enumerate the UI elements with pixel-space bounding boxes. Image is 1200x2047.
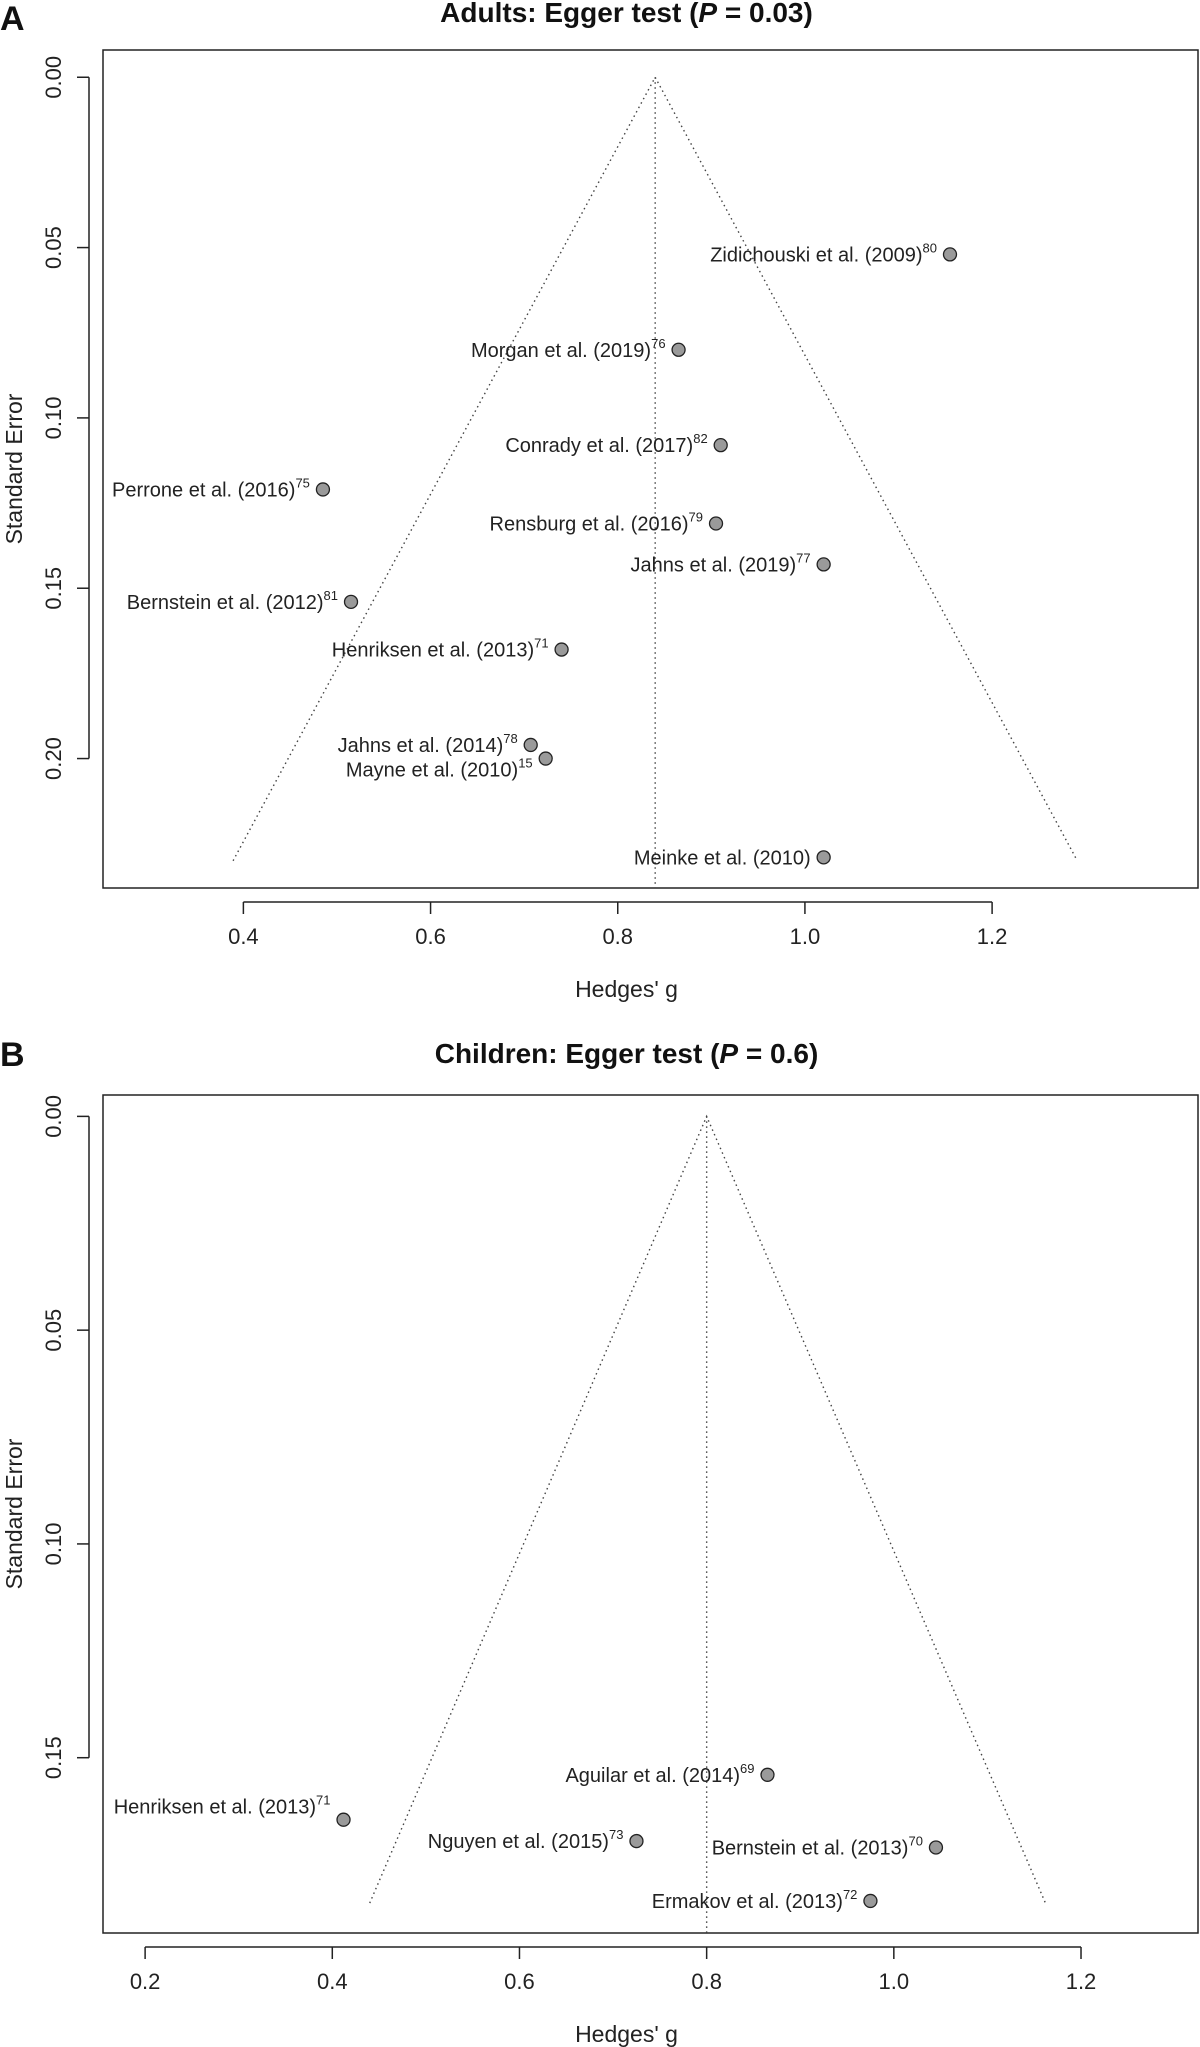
y-tick-label: 0.15 — [41, 567, 66, 610]
panel-letter: B — [0, 1036, 25, 1074]
x-tick-label: 0.4 — [228, 924, 259, 949]
study-label: Perrone et al. (2016)75 — [112, 475, 310, 501]
study-label: Jahns et al. (2019)77 — [631, 550, 811, 576]
y-axis: 0.00 0.05 0.10 0.15 — [41, 1095, 90, 1779]
x-tick-label: 0.8 — [691, 1969, 722, 1994]
study-point — [760, 1767, 775, 1782]
study-point — [708, 516, 724, 531]
study-point — [671, 342, 686, 357]
study-point — [816, 850, 831, 865]
study-point — [863, 1893, 878, 1909]
study-label: Bernstein et al. (2012)81 — [127, 588, 338, 614]
study-point — [343, 594, 359, 610]
y-tick-label: 0.05 — [41, 226, 66, 269]
x-tick-label: 0.6 — [415, 924, 446, 949]
study-label: Nguyen et al. (2015)73 — [428, 1827, 624, 1853]
x-axis: 0.2 0.4 0.6 0.8 1.0 1.2 — [130, 1946, 1097, 1994]
study-point — [538, 751, 553, 766]
x-tick-label: 0.2 — [130, 1969, 161, 1994]
chart-title: Adults: Egger test (P = 0.03) — [440, 0, 813, 28]
x-tick-label: 1.2 — [1066, 1969, 1097, 1994]
y-axis: 0.00 0.05 0.10 0.15 0.20 — [41, 56, 90, 780]
study-label: Aguilar et al. (2014)69 — [565, 1761, 754, 1787]
study-point — [629, 1833, 644, 1849]
study-label: Jahns et al. (2014)78 — [338, 731, 518, 757]
y-axis-label: Standard Error — [1, 393, 27, 544]
y-tick-label: 0.20 — [41, 737, 66, 780]
y-tick-label: 0.00 — [41, 1095, 66, 1138]
study-point — [554, 642, 569, 657]
y-tick-label: 0.00 — [41, 56, 66, 99]
plot-frame — [102, 49, 1199, 889]
study-point — [816, 557, 831, 572]
plot-frame — [102, 1094, 1199, 1934]
panel-b: B Children: Egger test (P = 0.6) 0.2 0.4 0.6… — [0, 1036, 1199, 2047]
panel-letter: A — [0, 0, 25, 38]
chart-title: Children: Egger test (P = 0.6) — [435, 1038, 819, 1069]
x-tick-label: 1.0 — [879, 1969, 910, 1994]
x-axis-label: Hedges' g — [575, 976, 678, 1002]
x-tick-label: 1.2 — [977, 924, 1008, 949]
study-label: Mayne et al. (2010)15 — [346, 756, 533, 782]
study-point — [336, 1812, 351, 1827]
study-label: Morgan et al. (2019)76 — [471, 336, 666, 362]
study-label: Henriksen et al. (2013)71 — [332, 636, 549, 662]
panel-a: A Adults: Egger test (P = 0.03) 0.4 0.6 0.8 1… — [0, 0, 1199, 1002]
x-axis-label: Hedges' g — [575, 2021, 678, 2047]
study-label: Rensburg et al. (2016)79 — [490, 510, 703, 536]
study-label: Meinke et al. (2010) — [634, 847, 811, 869]
y-tick-label: 0.15 — [41, 1736, 66, 1779]
y-tick-label: 0.10 — [41, 396, 66, 439]
y-tick-label: 0.05 — [41, 1309, 66, 1352]
study-point — [315, 482, 331, 497]
study-label: Conrady et al. (2017)82 — [505, 431, 707, 457]
study-label: Ermakov et al. (2013)72 — [652, 1887, 858, 1913]
study-label: Bernstein et al. (2013)70 — [712, 1833, 923, 1859]
x-tick-label: 0.4 — [317, 1969, 348, 1994]
study-point — [713, 438, 728, 453]
study-point — [523, 737, 538, 753]
x-tick-label: 0.8 — [602, 924, 633, 949]
study-point — [928, 1840, 944, 1855]
x-tick-label: 0.6 — [504, 1969, 535, 1994]
study-label: Henriksen et al. (2013)71 — [114, 1793, 331, 1819]
x-axis: 0.4 0.6 0.8 1.0 1.2 — [228, 901, 1008, 949]
x-tick-label: 1.0 — [790, 924, 821, 949]
study-label: Zidichouski et al. (2009)80 — [710, 240, 937, 266]
y-axis-label: Standard Error — [1, 1438, 27, 1589]
study-point — [942, 247, 958, 262]
y-tick-label: 0.10 — [41, 1523, 66, 1566]
